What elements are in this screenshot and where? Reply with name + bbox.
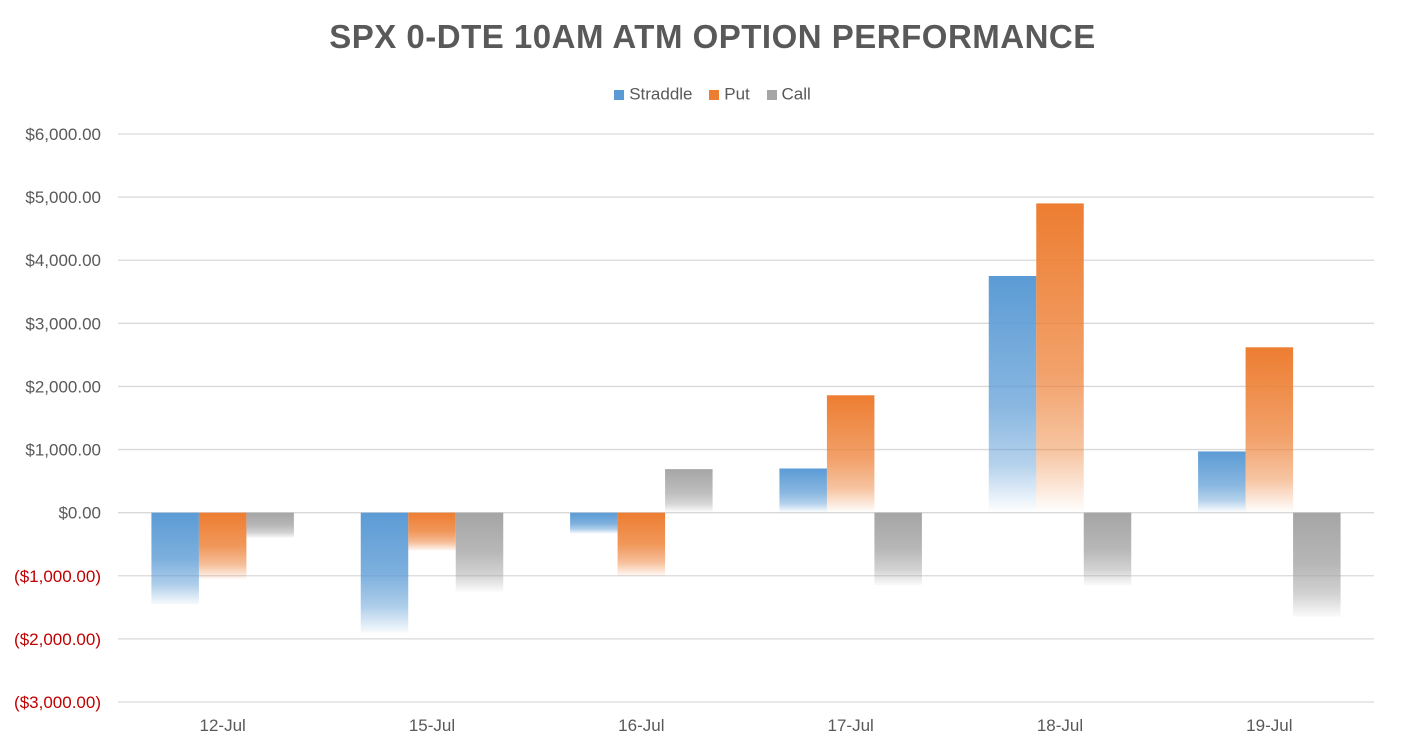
legend-item-call[interactable]: Call bbox=[766, 84, 811, 105]
bar-put-17-jul[interactable] bbox=[826, 395, 875, 513]
legend-item-put[interactable]: Put bbox=[709, 84, 750, 105]
bar-straddle-16-jul[interactable] bbox=[570, 512, 618, 534]
bar-call-17-jul[interactable] bbox=[874, 512, 922, 586]
y-tick-label: $6,000.00 bbox=[25, 125, 101, 144]
legend-swatch-put bbox=[709, 89, 720, 100]
y-tick-label: $5,000.00 bbox=[25, 188, 101, 207]
x-tick-label: 19-Jul bbox=[1246, 716, 1292, 735]
legend-swatch-call bbox=[766, 89, 777, 100]
x-tick-label: 16-Jul bbox=[618, 716, 664, 735]
legend-label-straddle: Straddle bbox=[629, 84, 693, 104]
bar-put-18-jul[interactable] bbox=[1036, 203, 1084, 513]
y-tick-label: ($2,000.00) bbox=[14, 630, 101, 649]
legend-label-put: Put bbox=[724, 84, 750, 104]
x-tick-label: 17-Jul bbox=[828, 716, 874, 735]
y-tick-label: ($3,000.00) bbox=[14, 693, 101, 712]
legend-item-straddle[interactable]: Straddle bbox=[614, 84, 693, 105]
bar-call-18-jul[interactable] bbox=[1083, 512, 1132, 586]
bar-call-15-jul[interactable] bbox=[455, 512, 504, 592]
bar-call-12-jul[interactable] bbox=[246, 512, 294, 538]
bar-straddle-12-jul[interactable] bbox=[151, 512, 199, 605]
y-tick-label: $0.00 bbox=[58, 504, 101, 523]
x-tick-label: 18-Jul bbox=[1037, 716, 1083, 735]
bar-put-19-jul[interactable] bbox=[1245, 347, 1294, 513]
y-tick-label: $1,000.00 bbox=[25, 441, 101, 460]
bar-call-19-jul[interactable] bbox=[1293, 512, 1341, 617]
x-tick-label: 12-Jul bbox=[200, 716, 246, 735]
bar-straddle-15-jul[interactable] bbox=[360, 512, 409, 633]
bar-straddle-17-jul[interactable] bbox=[779, 468, 827, 513]
bar-straddle-18-jul[interactable] bbox=[988, 276, 1037, 513]
legend-swatch-straddle bbox=[614, 89, 625, 100]
chart-title: SPX 0-DTE 10AM ATM OPTION PERFORMANCE bbox=[329, 18, 1096, 55]
bar-put-12-jul[interactable] bbox=[198, 512, 247, 579]
legend: Straddle Put Call bbox=[0, 84, 1425, 105]
y-tick-label: ($1,000.00) bbox=[14, 567, 101, 586]
legend-label-call: Call bbox=[781, 84, 811, 104]
x-tick-label: 15-Jul bbox=[409, 716, 455, 735]
y-tick-label: $4,000.00 bbox=[25, 251, 101, 270]
bar-call-16-jul[interactable] bbox=[665, 469, 713, 513]
bar-straddle-19-jul[interactable] bbox=[1198, 451, 1246, 513]
bar-put-15-jul[interactable] bbox=[408, 512, 456, 551]
y-tick-label: $3,000.00 bbox=[25, 314, 101, 333]
bar-put-16-jul[interactable] bbox=[617, 512, 666, 576]
y-tick-label: $2,000.00 bbox=[25, 377, 101, 396]
